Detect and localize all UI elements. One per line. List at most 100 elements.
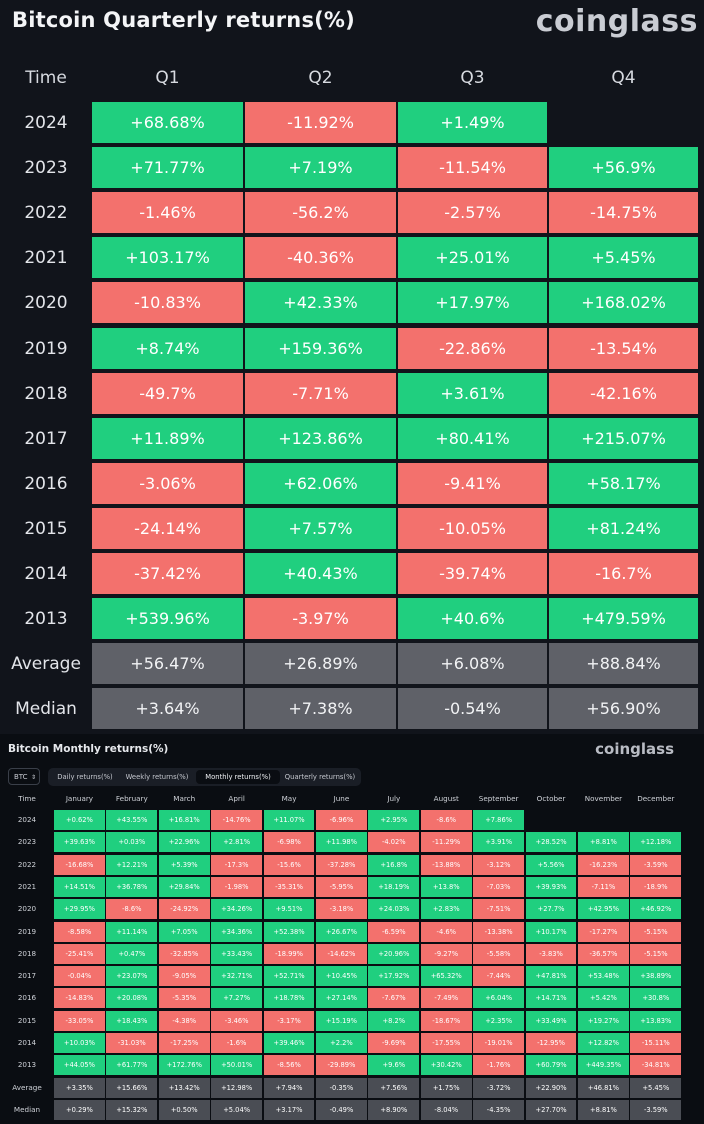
return-cell: +52.71% (263, 966, 315, 987)
monthly-row-2022: 2022 -16.68% +12.21% +5.39% -17.3% -15.6% -37.… (0, 854, 704, 877)
return-cell: -7.49% (420, 988, 472, 1009)
return-cell: +479.59% (549, 598, 698, 640)
return-cell: +16.8% (368, 854, 420, 875)
return-cell: +17.97% (398, 282, 547, 324)
return-cell: +2.2% (316, 1033, 367, 1053)
return-cell: +9.51% (263, 899, 315, 920)
return-cell: -8.6% (420, 810, 472, 830)
quarterly-row-2022: 2022 -1.46% -56.2% -2.57% -14.75% (0, 192, 704, 235)
return-cell: +10.45% (316, 966, 367, 987)
return-cell: +81.24% (549, 507, 698, 549)
row-label: 2021 (24, 248, 68, 269)
return-cell: +42.95% (578, 899, 629, 920)
monthly-col-september: September (478, 794, 519, 803)
monthly-col-january: January (65, 794, 94, 803)
monthly-col-march: March (173, 794, 196, 803)
row-label: 2014 (17, 1038, 37, 1047)
monthly-row-average: Average +3.35% +15.66% +13.42% +12.98% +7.94%… (0, 1077, 704, 1100)
return-cell (526, 810, 577, 830)
return-cell: +19.27% (578, 1010, 629, 1031)
return-cell: -7.67% (368, 988, 420, 1009)
monthly-col-april: April (228, 794, 245, 803)
row-label: 2024 (24, 113, 68, 133)
quarterly-time-header: Time (25, 68, 67, 88)
return-cell: -5.15% (630, 943, 682, 964)
return-cell: +5.42% (578, 988, 629, 1009)
return-cell: -8.58% (54, 921, 105, 942)
return-cell: -15.6% (263, 854, 315, 875)
return-cell: +12.82% (578, 1033, 629, 1053)
return-cell: -36.57% (578, 943, 629, 964)
return-cell: -16.23% (578, 854, 629, 875)
return-cell (630, 810, 681, 830)
return-cell: -32.85% (158, 943, 210, 964)
monthly-col-november: November (584, 794, 623, 803)
return-cell: -14.76% (211, 810, 263, 830)
row-label: 2024 (17, 815, 37, 824)
return-cell: -3.59% (630, 854, 682, 875)
return-cell: +9.6% (368, 1055, 420, 1076)
monthly-col-may: May (281, 794, 297, 803)
return-cell: +12.98% (211, 1077, 263, 1098)
return-cell: +80.41% (398, 417, 547, 459)
monthly-time-header: Time (18, 794, 36, 803)
return-cell: +3.35% (54, 1077, 105, 1098)
return-cell: +2.95% (368, 810, 420, 830)
return-cell: -3.59% (630, 1099, 682, 1120)
return-cell: +33.49% (525, 1010, 577, 1031)
return-cell: -1.98% (211, 876, 263, 897)
coinglass-logo-small: coinglass (595, 740, 674, 758)
quarterly-row-2020: 2020 -10.83% +42.33% +17.97% +168.02% (0, 282, 704, 325)
return-cell: +30.42% (420, 1055, 472, 1076)
return-cell: +60.79% (525, 1055, 577, 1076)
return-cell: +11.14% (106, 921, 158, 942)
return-cell: -10.83% (92, 282, 243, 324)
row-label: 2020 (17, 904, 37, 914)
return-cell: +34.26% (211, 899, 263, 920)
return-cell: +47.81% (525, 966, 577, 987)
return-cell: +17.92% (368, 966, 420, 987)
return-cell: +68.68% (92, 102, 243, 143)
return-cell: -8.6% (106, 899, 158, 920)
return-cell: +6.08% (398, 643, 547, 685)
quarterly-row-median: Median +3.64% +7.38% -0.54% +56.90% (0, 688, 704, 731)
quarterly-row-2018: 2018 -49.7% -7.71% +3.61% -42.16% (0, 372, 704, 416)
return-cell: -7.51% (473, 899, 525, 920)
quarterly-col-q2: Q2 (308, 68, 333, 88)
return-cell: +26.67% (316, 921, 367, 942)
row-label: 2022 (17, 859, 37, 869)
return-cell: -3.17% (263, 1010, 315, 1031)
return-cell: +5.45% (630, 1077, 682, 1098)
monthly-row-2024: 2024 +0.62% +43.55% +16.81% -14.76% +11.07% -6… (0, 810, 704, 832)
return-cell: -5.15% (630, 921, 682, 942)
tab-quarterly-returns[interactable]: Quarterly returns(%) (284, 773, 356, 781)
return-cell: +40.6% (398, 598, 547, 640)
return-cell: -39.74% (398, 553, 547, 594)
return-cell: +52.38% (263, 921, 315, 942)
return-cell: +11.89% (92, 417, 243, 459)
row-label: 2016 (17, 993, 37, 1003)
return-cell: -0.49% (316, 1099, 367, 1120)
return-cell: +7.38% (245, 688, 396, 730)
return-cell: +26.89% (245, 643, 396, 685)
tab-weekly-returns[interactable]: Weekly returns(%) (125, 773, 189, 781)
return-cell: -4.6% (420, 921, 472, 942)
quarterly-row-2019: 2019 +8.74% +159.36% -22.86% -13.54% (0, 327, 704, 371)
row-label: Average (11, 654, 81, 675)
tab-monthly-returns[interactable]: Monthly returns(%) (196, 770, 280, 784)
return-cell: +13.83% (630, 1010, 682, 1031)
chevron-updown-icon: ⇕ (30, 774, 36, 781)
asset-select[interactable]: BTC ⇕ (8, 768, 40, 785)
return-cell: +22.96% (158, 832, 210, 853)
return-cell: -13.38% (473, 921, 525, 942)
return-cell: -2.57% (398, 192, 547, 234)
return-cell: -8.56% (263, 1055, 315, 1076)
return-cell: +71.77% (92, 147, 243, 189)
return-cell: -9.05% (158, 966, 210, 987)
monthly-row-2019: 2019 -8.58% +11.14% +7.05% +34.36% +52.38% +26… (0, 921, 704, 944)
return-cell: -15.11% (630, 1033, 682, 1053)
row-label: 2021 (17, 881, 37, 891)
tab-daily-returns[interactable]: Daily returns(%) (57, 773, 113, 781)
return-cell: +12.21% (106, 854, 158, 875)
return-cell: +16.81% (158, 810, 210, 830)
